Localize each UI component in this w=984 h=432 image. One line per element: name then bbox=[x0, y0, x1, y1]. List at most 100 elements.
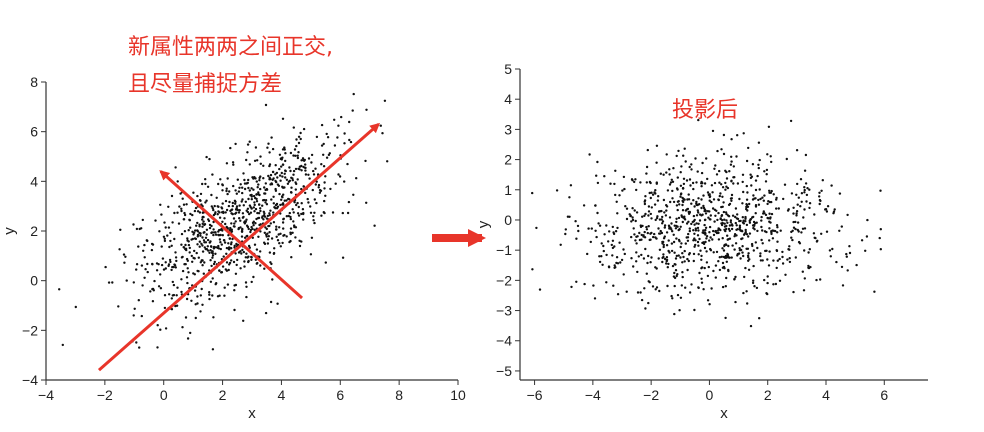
data-point bbox=[170, 244, 173, 247]
data-point bbox=[694, 157, 697, 160]
data-point bbox=[232, 163, 235, 166]
data-point bbox=[243, 236, 247, 239]
data-point bbox=[691, 181, 695, 185]
data-point bbox=[343, 180, 346, 183]
data-point bbox=[697, 286, 700, 289]
data-point bbox=[672, 240, 676, 244]
data-point bbox=[300, 240, 303, 243]
data-point bbox=[577, 229, 580, 233]
y-tick-label: 0 bbox=[504, 212, 512, 228]
data-point bbox=[632, 265, 635, 268]
data-point bbox=[256, 159, 259, 162]
x-tick-label: 10 bbox=[450, 387, 466, 403]
data-point bbox=[680, 192, 683, 195]
data-point bbox=[132, 314, 135, 317]
data-point bbox=[587, 227, 590, 230]
data-point bbox=[269, 173, 273, 177]
data-point bbox=[647, 214, 650, 217]
data-point bbox=[227, 268, 230, 272]
data-point bbox=[658, 232, 662, 235]
data-point bbox=[268, 231, 271, 234]
data-point bbox=[648, 191, 651, 195]
data-point bbox=[240, 235, 244, 238]
data-point bbox=[278, 226, 281, 229]
data-point bbox=[241, 191, 244, 195]
data-point bbox=[320, 214, 323, 217]
data-point bbox=[170, 194, 174, 198]
data-point bbox=[204, 182, 207, 186]
data-point bbox=[180, 243, 183, 246]
data-point bbox=[786, 258, 789, 261]
data-point bbox=[725, 177, 729, 180]
data-point bbox=[279, 232, 282, 235]
data-point bbox=[234, 208, 238, 211]
data-point bbox=[815, 278, 818, 282]
data-point bbox=[721, 186, 725, 189]
data-point bbox=[878, 236, 881, 240]
data-point bbox=[180, 207, 183, 210]
data-point bbox=[730, 179, 733, 182]
data-point bbox=[820, 189, 823, 192]
data-point bbox=[688, 291, 692, 294]
data-point bbox=[208, 157, 211, 161]
data-point bbox=[771, 237, 775, 240]
principal-axis-arrow bbox=[97, 122, 381, 372]
data-point bbox=[708, 303, 711, 306]
data-point bbox=[721, 237, 724, 240]
data-point bbox=[243, 220, 247, 223]
data-point bbox=[379, 124, 382, 127]
data-point bbox=[297, 141, 301, 145]
data-point bbox=[636, 270, 639, 274]
data-point bbox=[326, 136, 330, 139]
data-point bbox=[635, 251, 638, 254]
data-point bbox=[209, 280, 213, 283]
data-point bbox=[678, 240, 681, 243]
data-point bbox=[667, 239, 670, 242]
data-point bbox=[673, 271, 676, 275]
data-point bbox=[143, 276, 146, 279]
data-point bbox=[194, 206, 198, 210]
data-point bbox=[633, 233, 636, 236]
data-point bbox=[718, 169, 721, 173]
data-point bbox=[257, 235, 260, 238]
data-point bbox=[614, 266, 617, 269]
data-point bbox=[184, 316, 188, 319]
data-point bbox=[259, 162, 262, 165]
data-point bbox=[294, 236, 297, 239]
data-point bbox=[665, 262, 668, 265]
data-point bbox=[285, 199, 288, 202]
data-point bbox=[111, 281, 114, 284]
data-point bbox=[263, 212, 266, 215]
data-point bbox=[765, 168, 769, 172]
data-point bbox=[242, 250, 245, 254]
data-point bbox=[655, 216, 659, 220]
data-point bbox=[304, 191, 307, 195]
data-point bbox=[263, 215, 267, 218]
data-point bbox=[250, 280, 253, 284]
data-point bbox=[649, 181, 652, 185]
data-point bbox=[598, 260, 602, 264]
data-point bbox=[745, 247, 748, 250]
data-point bbox=[727, 227, 731, 231]
data-point bbox=[164, 261, 167, 264]
data-point bbox=[261, 204, 264, 207]
data-point bbox=[226, 192, 229, 196]
data-point bbox=[649, 238, 652, 241]
data-point bbox=[188, 246, 191, 250]
data-point bbox=[705, 250, 708, 253]
data-point bbox=[745, 233, 749, 236]
data-point bbox=[815, 240, 819, 243]
x-axis-label: x bbox=[248, 405, 256, 422]
data-point bbox=[229, 226, 232, 230]
data-point bbox=[803, 169, 807, 172]
data-point bbox=[675, 274, 678, 278]
data-point bbox=[722, 210, 726, 214]
x-tick-label: 0 bbox=[706, 387, 714, 403]
data-point bbox=[728, 224, 732, 227]
data-point bbox=[258, 193, 261, 197]
data-point bbox=[689, 184, 692, 187]
data-point bbox=[164, 267, 167, 270]
data-point bbox=[212, 213, 216, 217]
data-point bbox=[159, 273, 162, 276]
